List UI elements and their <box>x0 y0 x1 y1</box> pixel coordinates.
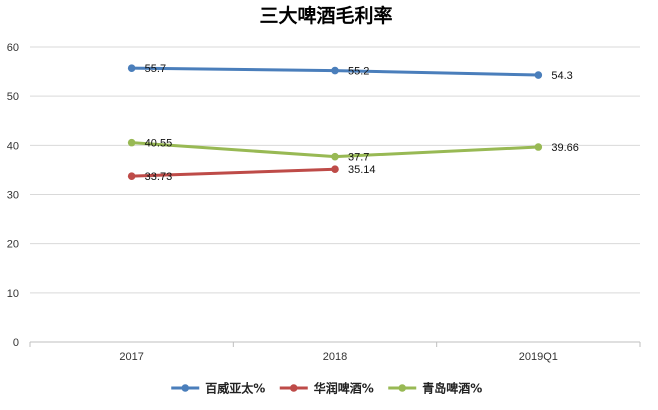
y-tick-label: 50 <box>7 91 19 103</box>
legend-marker-2 <box>289 384 298 392</box>
legend-label-1: 百威亚太% <box>205 381 265 396</box>
data-label: 40.55 <box>145 138 173 150</box>
data-point <box>331 66 339 75</box>
legend-marker-1 <box>181 384 190 392</box>
y-tick-label: 30 <box>7 190 19 202</box>
data-point <box>331 152 339 161</box>
y-tick-label: 10 <box>7 288 19 300</box>
y-tick-label: 0 <box>13 337 19 349</box>
data-point <box>331 165 339 174</box>
y-tick-label: 20 <box>7 239 19 251</box>
x-tick-label: 2019Q1 <box>519 351 558 363</box>
data-label: 55.7 <box>145 63 166 75</box>
legend-label-2: 华润啤酒% <box>314 381 374 396</box>
data-label: 54.3 <box>551 70 572 82</box>
x-tick-label: 2018 <box>323 351 347 363</box>
data-point <box>534 71 543 79</box>
data-label: 35.14 <box>348 164 376 176</box>
data-label: 39.66 <box>551 142 579 154</box>
gridlines <box>30 46 640 343</box>
data-point <box>127 64 136 72</box>
data-point <box>534 143 543 151</box>
x-axis-ticks: 2017 2018 2019Q1 <box>29 342 641 363</box>
data-label: 37.7 <box>348 152 369 164</box>
legend: 百威亚太% 华润啤酒% 青岛啤酒% <box>171 381 482 396</box>
y-tick-label: 60 <box>7 42 19 54</box>
series-layer <box>127 64 543 180</box>
data-label: 55.2 <box>348 66 369 78</box>
series-line-2 <box>130 167 337 178</box>
x-tick-label: 2017 <box>119 351 143 363</box>
chart-title: 三大啤酒毛利率 <box>259 4 392 27</box>
data-point <box>127 138 136 147</box>
legend-marker-3 <box>398 384 407 392</box>
legend-label-3: 青岛啤酒% <box>422 381 482 396</box>
y-tick-label: 40 <box>7 140 19 152</box>
data-labels: 55.7 55.2 54.3 33.73 35.14 40.55 37.7 39.66 <box>145 63 579 183</box>
data-point <box>127 172 136 180</box>
y-axis-ticks: 0 10 20 30 40 50 60 <box>7 42 19 349</box>
data-label: 33.73 <box>145 171 173 183</box>
